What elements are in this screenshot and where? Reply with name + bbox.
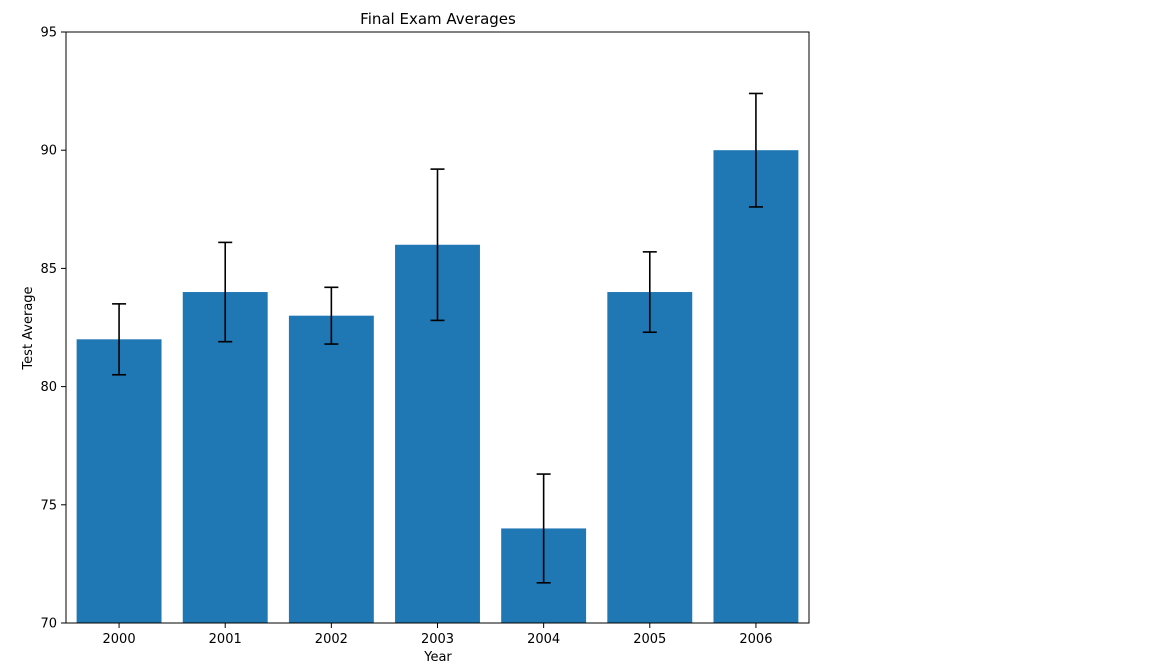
x-tick-label-2005: 2005 <box>633 632 666 647</box>
x-tick-label-2006: 2006 <box>739 632 772 647</box>
bar-2002 <box>288 315 374 623</box>
error-bar-2006 <box>748 92 763 208</box>
y-axis-label: Test Average <box>21 286 36 370</box>
error-bar-2002 <box>324 286 339 345</box>
x-tick-label-2002: 2002 <box>315 632 348 647</box>
x-axis-label: Year <box>423 650 452 665</box>
bar-2001 <box>182 292 268 623</box>
y-tick-label-70: 70 <box>40 617 57 632</box>
error-bar-2003 <box>430 168 445 322</box>
x-axis: 2000 2001 2002 2003 2004 2005 2006 <box>103 623 772 647</box>
error-bar-2004 <box>536 473 551 584</box>
x-tick-label-2001: 2001 <box>209 632 242 647</box>
x-tick-label-2003: 2003 <box>421 632 454 647</box>
error-bar-2005 <box>642 251 657 334</box>
y-tick-label-90: 90 <box>40 144 57 159</box>
chart-title: Final Exam Averages <box>360 10 516 28</box>
y-axis: 70 75 80 85 90 95 <box>40 26 66 632</box>
x-tick-label-2000: 2000 <box>103 632 136 647</box>
error-bars-layer <box>112 92 763 584</box>
bar-2005 <box>607 292 693 623</box>
y-tick-label-95: 95 <box>40 26 57 41</box>
bar-2006 <box>713 150 799 623</box>
bar-2000 <box>76 339 162 623</box>
y-tick-label-85: 85 <box>40 262 57 277</box>
error-bar-2001 <box>218 241 233 343</box>
x-tick-label-2004: 2004 <box>527 632 560 647</box>
y-tick-label-80: 80 <box>40 380 57 395</box>
error-bar-2000 <box>112 303 127 376</box>
y-tick-label-75: 75 <box>40 498 57 513</box>
